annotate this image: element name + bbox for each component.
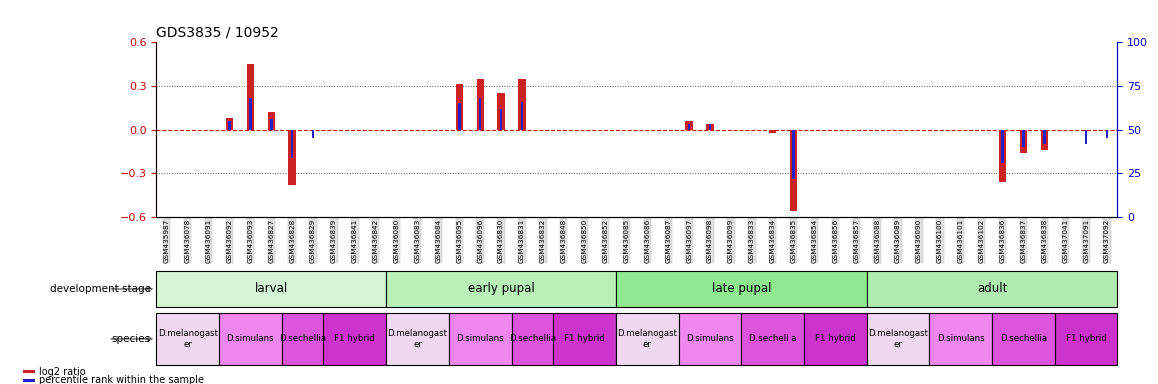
Bar (521, 102, 523, 130)
Bar (616, 313, 679, 365)
Text: F1 hybrid: F1 hybrid (1065, 334, 1107, 343)
Text: F1 hybrid: F1 hybrid (564, 334, 604, 343)
Bar (249, 98, 251, 130)
Bar (228, 121, 230, 130)
Bar (1023, 130, 1025, 147)
Bar (312, 130, 314, 138)
Bar (455, 84, 463, 130)
Bar (1020, 130, 1027, 153)
Text: D.melanogast
er: D.melanogast er (388, 329, 447, 349)
Bar (790, 130, 797, 211)
Bar (992, 313, 1055, 365)
Bar (519, 79, 526, 130)
Text: D.sechell a: D.sechell a (749, 334, 797, 343)
Bar (866, 271, 1117, 307)
Bar (616, 271, 866, 307)
Bar (1055, 313, 1117, 365)
Text: late pupal: late pupal (712, 283, 771, 295)
Bar (512, 313, 554, 365)
Bar (1002, 130, 1004, 163)
Bar (706, 124, 713, 130)
Text: D.melanogast
er: D.melanogast er (617, 329, 677, 349)
Text: species: species (111, 334, 151, 344)
Bar (792, 130, 794, 179)
Text: log2 ratio: log2 ratio (39, 367, 86, 377)
Bar (156, 271, 386, 307)
Bar (554, 313, 616, 365)
Bar (291, 130, 293, 157)
Bar (999, 130, 1006, 182)
Bar (930, 313, 992, 365)
Bar (156, 313, 219, 365)
Bar (449, 313, 512, 365)
Bar (226, 118, 233, 130)
Text: development stage: development stage (50, 284, 151, 294)
Bar (709, 124, 711, 130)
Bar (219, 313, 281, 365)
Bar (288, 130, 295, 185)
Text: F1 hybrid: F1 hybrid (815, 334, 856, 343)
Bar (386, 271, 616, 307)
Bar (1106, 130, 1108, 138)
Bar (1043, 130, 1046, 144)
Bar (688, 124, 690, 130)
Text: D.simulans: D.simulans (937, 334, 984, 343)
Bar (386, 313, 449, 365)
Bar (281, 313, 323, 365)
Bar (1041, 130, 1048, 150)
Bar (769, 130, 776, 132)
Bar (686, 121, 692, 130)
Text: adult: adult (977, 283, 1007, 295)
Bar (866, 313, 930, 365)
Text: D.sechellia: D.sechellia (508, 334, 556, 343)
Text: D.melanogast
er: D.melanogast er (157, 329, 218, 349)
Text: D.sechellia: D.sechellia (999, 334, 1047, 343)
Bar (247, 64, 254, 130)
Text: D.simulans: D.simulans (227, 334, 274, 343)
Text: percentile rank within the sample: percentile rank within the sample (39, 375, 204, 384)
Bar (267, 112, 274, 130)
Text: GDS3835 / 10952: GDS3835 / 10952 (156, 26, 279, 40)
Text: larval: larval (255, 283, 288, 295)
Text: D.simulans: D.simulans (687, 334, 734, 343)
Bar (500, 109, 503, 130)
Bar (679, 313, 741, 365)
Bar (323, 313, 386, 365)
Bar (459, 103, 461, 130)
Bar (741, 313, 804, 365)
Bar (498, 93, 505, 130)
Text: F1 hybrid: F1 hybrid (335, 334, 375, 343)
Bar (477, 79, 484, 130)
Bar (270, 119, 272, 130)
Bar (1085, 130, 1087, 144)
Text: early pupal: early pupal (468, 283, 535, 295)
Text: D.melanogast
er: D.melanogast er (868, 329, 928, 349)
Bar (479, 98, 482, 130)
Text: D.sechellia: D.sechellia (279, 334, 327, 343)
Text: D.simulans: D.simulans (456, 334, 504, 343)
Bar (804, 313, 866, 365)
